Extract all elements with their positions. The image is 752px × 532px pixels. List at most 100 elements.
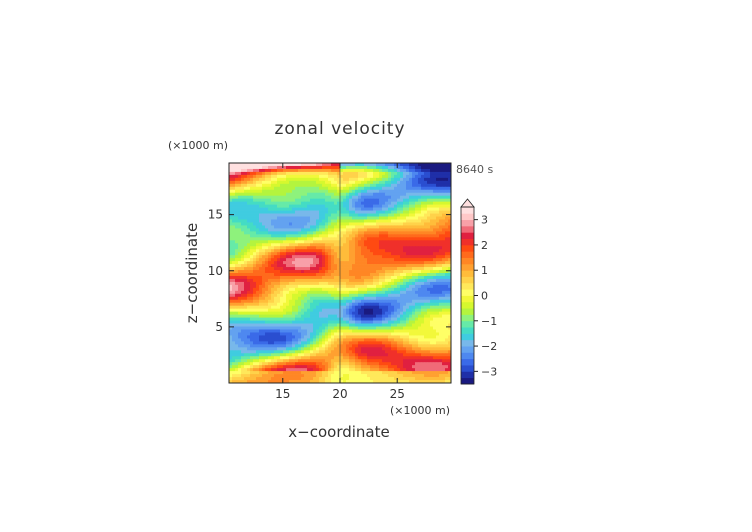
field-cell xyxy=(400,344,404,348)
field-cell xyxy=(322,216,326,220)
field-cell xyxy=(247,353,251,357)
field-cell xyxy=(268,219,272,223)
field-cell xyxy=(430,314,434,318)
field-cell xyxy=(424,347,428,351)
field-cell xyxy=(331,278,335,283)
field-cell xyxy=(322,231,326,235)
field-cell xyxy=(265,338,269,342)
field-cell xyxy=(445,305,449,310)
field-cell xyxy=(307,177,311,182)
field-cell xyxy=(310,258,314,262)
field-cell xyxy=(337,275,341,280)
field-cell xyxy=(325,305,329,310)
field-cell xyxy=(265,356,269,360)
field-cell xyxy=(424,249,428,253)
field-cell xyxy=(421,311,425,315)
field-cell xyxy=(379,252,383,256)
field-cell xyxy=(325,258,329,262)
field-cell xyxy=(253,270,257,274)
field-cell xyxy=(406,273,410,277)
field-cell xyxy=(232,165,236,170)
field-cell xyxy=(280,261,284,265)
field-cell xyxy=(415,210,419,214)
field-cell xyxy=(424,234,428,238)
field-cell xyxy=(418,264,422,268)
field-cell xyxy=(406,326,410,330)
field-cell xyxy=(238,189,242,194)
field-cell xyxy=(334,249,338,253)
field-cell xyxy=(232,278,236,283)
field-cell xyxy=(232,341,236,345)
field-cell xyxy=(256,362,260,366)
field-cell xyxy=(313,332,317,336)
field-cell xyxy=(337,180,341,185)
field-cell xyxy=(334,353,338,357)
field-cell xyxy=(421,201,425,205)
field-cell xyxy=(247,180,251,185)
field-cell xyxy=(244,278,248,283)
field-cell xyxy=(427,317,431,321)
field-cell xyxy=(367,195,371,200)
field-cell xyxy=(295,261,299,265)
field-cell xyxy=(409,287,413,292)
field-cell xyxy=(394,320,398,324)
field-cell xyxy=(448,183,451,188)
field-cell xyxy=(442,350,446,354)
field-cell xyxy=(379,243,383,247)
field-cell xyxy=(442,347,446,351)
field-cell xyxy=(304,246,308,250)
field-cell xyxy=(328,198,332,202)
field-cell xyxy=(385,252,389,256)
field-cell xyxy=(253,243,257,247)
field-cell xyxy=(274,270,278,274)
field-cell xyxy=(400,311,404,315)
field-cell xyxy=(235,195,239,200)
field-cell xyxy=(358,243,362,247)
field-cell xyxy=(394,311,398,315)
field-cell xyxy=(241,350,245,354)
field-cell xyxy=(340,171,344,176)
field-cell xyxy=(367,240,371,244)
field-cell xyxy=(313,189,317,194)
field-cell xyxy=(238,338,242,342)
field-cell xyxy=(259,329,263,333)
field-cell xyxy=(337,344,341,348)
field-cell xyxy=(232,317,236,321)
field-cell xyxy=(268,255,272,259)
field-cell xyxy=(406,198,410,202)
field-cell xyxy=(286,240,290,244)
field-cell xyxy=(310,171,314,176)
field-cell xyxy=(337,207,341,211)
field-cell xyxy=(229,362,233,366)
field-cell xyxy=(298,183,302,188)
field-cell xyxy=(325,216,329,220)
field-cell xyxy=(268,287,272,292)
field-cell xyxy=(403,228,407,232)
field-cell xyxy=(418,317,422,321)
field-cell xyxy=(325,356,329,360)
field-cell xyxy=(289,163,293,167)
field-cell xyxy=(352,180,356,185)
field-cell xyxy=(274,341,278,345)
field-cell xyxy=(271,329,275,333)
field-cell xyxy=(289,207,293,211)
field-cell xyxy=(355,195,359,200)
field-cell xyxy=(301,359,305,363)
field-cell xyxy=(235,275,239,280)
field-cell xyxy=(418,290,422,295)
field-cell xyxy=(241,296,245,301)
field-cell xyxy=(343,165,347,170)
field-cell xyxy=(442,326,446,330)
field-cell xyxy=(259,213,263,217)
field-cell xyxy=(238,273,242,277)
field-cell xyxy=(310,165,314,170)
field-cell xyxy=(232,353,236,357)
field-cell xyxy=(370,246,374,250)
field-cell xyxy=(346,338,350,342)
field-cell xyxy=(229,186,233,191)
field-cell xyxy=(283,225,287,229)
field-cell xyxy=(265,163,269,167)
field-cell xyxy=(397,195,401,200)
field-cell xyxy=(397,332,401,336)
field-cell xyxy=(250,258,254,262)
